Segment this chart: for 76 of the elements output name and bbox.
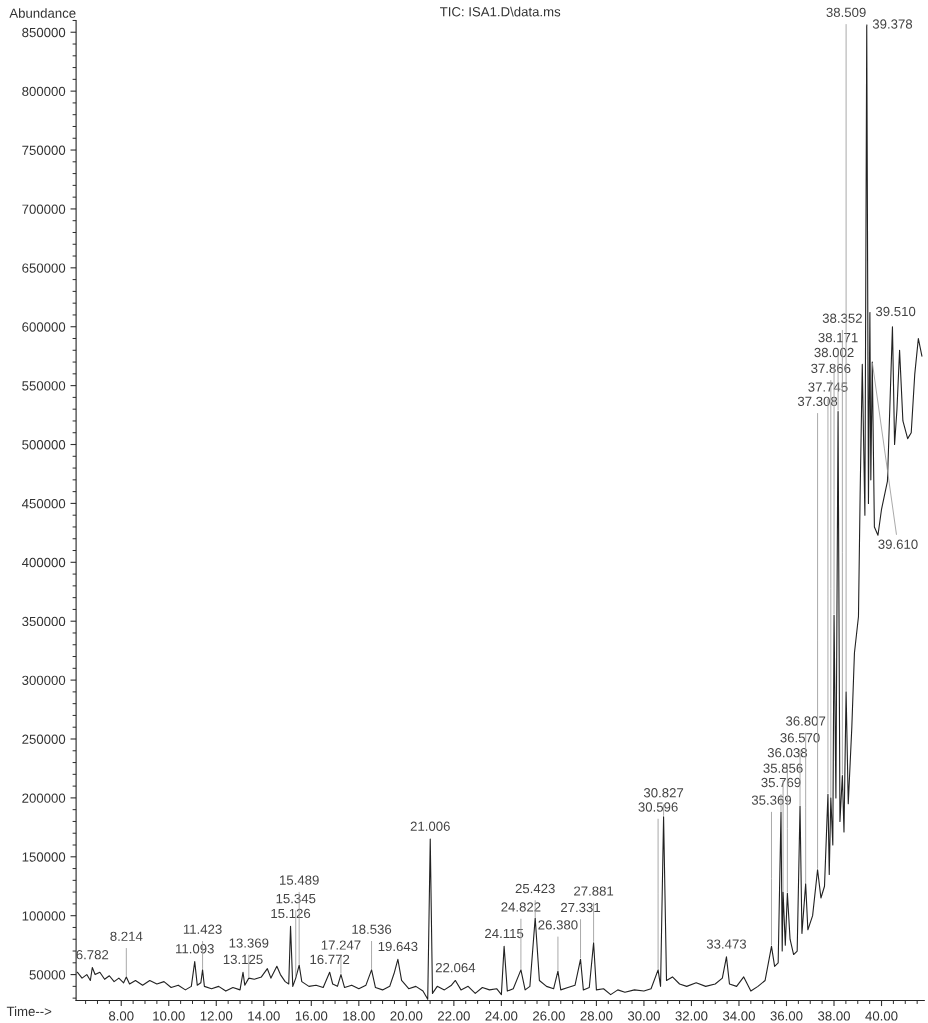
annotation: 27.881 (574, 886, 614, 896)
annotation: 38.171 (818, 332, 858, 343)
y-tick-label: 700000 (22, 204, 66, 214)
x-tick-label: 38.00 (818, 1011, 850, 1021)
x-tick-label: 20.00 (390, 1011, 423, 1021)
annotation: 39.510 (875, 306, 916, 317)
annotation: 38.002 (814, 347, 854, 358)
y-tick-label: 150000 (22, 852, 66, 862)
y-tick-label: 750000 (22, 145, 66, 155)
chart-title: TIC: ISA1.D\data.ms (440, 6, 561, 17)
y-tick-label: 200000 (22, 793, 66, 803)
annotation: 27.331 (561, 902, 601, 913)
x-tick-label: 40.00 (865, 1011, 898, 1021)
annotation: 36.807 (785, 716, 826, 726)
y-tick-label: 50000 (29, 970, 66, 980)
x-tick-label: 28.00 (580, 1011, 613, 1021)
x-tick-label: 36.00 (770, 1011, 803, 1021)
x-tick-label: 30.00 (627, 1011, 660, 1021)
x-tick-label: 22.00 (438, 1011, 470, 1021)
annotation: 38.352 (822, 313, 862, 323)
annotation: 33.473 (706, 939, 747, 949)
x-tick-label: 12.00 (200, 1011, 233, 1021)
annotation: 13.369 (229, 938, 269, 948)
annotation: 35.856 (763, 763, 803, 773)
annotation: 38.509 (826, 7, 866, 18)
annotation: 35.769 (761, 777, 801, 788)
annotation: 19.643 (378, 941, 418, 952)
annotation: 11.423 (183, 924, 222, 934)
annotation: 15.489 (280, 875, 319, 885)
y-tick-label: 650000 (22, 263, 66, 273)
annotation: 35.369 (751, 795, 792, 805)
y-tick-label: 800000 (22, 86, 66, 97)
y-tick-label: 250000 (22, 734, 66, 744)
annotation: 37.866 (811, 363, 851, 374)
y-tick-label: 600000 (22, 322, 66, 332)
annotation: 8.214 (110, 931, 143, 941)
annotation: 11.093 (176, 944, 214, 954)
annotation: 36.570 (780, 733, 820, 743)
x-tick-label: 14.00 (248, 1011, 280, 1021)
annotation: 16.772 (310, 954, 350, 965)
annotation: 15.345 (276, 893, 316, 904)
annotation: 13.125 (223, 954, 263, 965)
annotation: 22.064 (435, 962, 476, 973)
x-axis-title: Time--> (6, 1006, 52, 1017)
y-tick-label: 450000 (21, 498, 66, 509)
y-tick-label: 500000 (22, 440, 66, 450)
x-tick-label: 8.00 (108, 1011, 134, 1021)
annotation: 26.380 (538, 920, 578, 930)
x-tick-label: 32.00 (675, 1011, 708, 1021)
annotation: 24.822 (501, 902, 541, 912)
x-tick-label: 18.00 (343, 1011, 375, 1021)
x-tick-label: 10.00 (153, 1011, 185, 1021)
x-tick-label: 16.00 (295, 1011, 328, 1021)
y-tick-label: 100000 (22, 911, 66, 921)
y-tick-label: 400000 (21, 557, 66, 568)
annotation: 24.115 (485, 928, 524, 939)
annotation: 18.536 (352, 924, 392, 934)
annotation: 25.423 (515, 883, 555, 894)
annotation: 37.308 (797, 396, 838, 407)
x-tick-label: 26.00 (533, 1011, 565, 1021)
annotation: 17.247 (321, 940, 361, 950)
annotation: 30.827 (643, 788, 684, 798)
annotation: 36.038 (767, 748, 807, 758)
annotation: 30.596 (638, 802, 678, 812)
y-tick-label: 550000 (22, 381, 66, 391)
x-tick-label: 34.00 (722, 1011, 755, 1021)
y-axis-title: Abundance (9, 8, 76, 18)
y-tick-label: 300000 (22, 675, 66, 686)
y-tick-label: 350000 (22, 616, 66, 627)
annotation: 39.610 (878, 539, 918, 549)
x-tick-label: 24.00 (485, 1011, 518, 1021)
annotation: 15.126 (271, 908, 311, 919)
annotation: 37.745 (808, 382, 848, 392)
annotation: 39.378 (872, 19, 913, 29)
annotation: 21.006 (410, 821, 450, 831)
y-tick-label: 850000 (22, 27, 66, 38)
